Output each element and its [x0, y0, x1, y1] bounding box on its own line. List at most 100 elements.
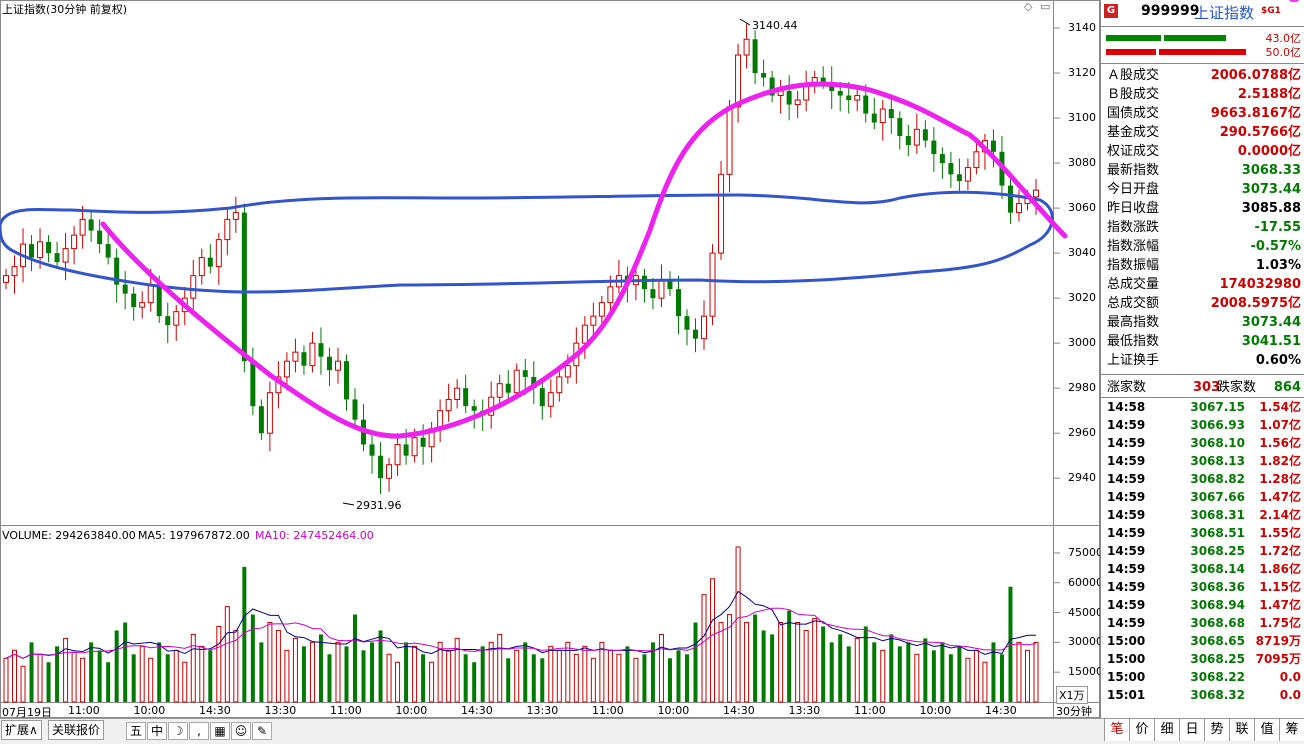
tick-row: 14:59 3068.31 2.14亿 [1101, 506, 1304, 524]
volume-bar [250, 614, 255, 702]
scroll-up-icon[interactable]: ▭ [1040, 0, 1051, 13]
tick-price: 3067.66 [1190, 490, 1245, 504]
volume-bar [361, 650, 366, 702]
volume-bar [1033, 641, 1039, 703]
tick-volume: 7095万 [1255, 652, 1301, 666]
candle-body [139, 302, 146, 308]
stat-row: Ａ股成交 2006.0788亿 [1101, 66, 1304, 85]
volume-bar [437, 641, 443, 703]
tab-expand[interactable]: 扩展∧ [1, 720, 42, 740]
stat-value: 9663.8167亿 [1210, 106, 1301, 121]
side-tab[interactable]: 筹 [1279, 719, 1304, 741]
volume-bar [404, 642, 409, 702]
buy-bar [1106, 35, 1226, 41]
candle-body [547, 392, 554, 407]
price-tick-label: 3000 [1068, 336, 1096, 350]
volume-bar [353, 614, 358, 702]
tick-time: 14:59 [1107, 544, 1146, 558]
volume-bar [787, 610, 792, 702]
stat-row: 总成交额 2008.5975亿 [1101, 294, 1304, 313]
volume-bar [616, 653, 622, 703]
tick-time: 14:59 [1107, 616, 1146, 630]
candle-body [1007, 185, 1013, 213]
volume-bar [106, 662, 111, 702]
candle-body [863, 95, 869, 114]
volume-bar [923, 638, 928, 702]
tick-row: 14:59 3068.68 1.75亿 [1101, 614, 1304, 632]
stat-value: 3073.44 [1241, 315, 1301, 330]
side-tab[interactable]: 日 [1179, 719, 1204, 741]
candle-body [522, 370, 528, 377]
side-tab[interactable]: 值 [1254, 719, 1279, 741]
volume-bar [718, 622, 724, 703]
side-tab[interactable]: 细 [1154, 719, 1179, 741]
volume-bar [148, 657, 154, 703]
tick-price: 3068.31 [1190, 508, 1245, 522]
stat-row: 指数涨幅 -0.57% [1101, 237, 1304, 256]
candle-body [386, 464, 393, 479]
volume-tick-label: 75000 [1068, 545, 1103, 559]
stat-label: 国债成交 [1107, 106, 1160, 121]
up-label: 涨家数 [1107, 380, 1147, 395]
price-chart[interactable] [0, 0, 1100, 718]
candle-body [939, 154, 945, 164]
tab-related-quotes[interactable]: 关联报价 [48, 720, 105, 740]
down-label: 跌家数 [1217, 380, 1257, 395]
tick-row: 15:00 3068.25 7095万 [1101, 650, 1304, 668]
candle-body [207, 257, 213, 267]
volume-bar [89, 642, 94, 702]
tick-time: 15:00 [1107, 670, 1146, 684]
candle-body [114, 257, 120, 285]
candle-body [667, 280, 673, 290]
tick-volume: 1.47亿 [1259, 490, 1301, 504]
volume-bar [854, 637, 860, 703]
volume-bar [488, 641, 494, 703]
candle-body [403, 444, 409, 456]
tick-price: 3068.68 [1190, 616, 1245, 630]
tool-zhong[interactable]: 中 [147, 722, 167, 740]
moon-icon[interactable]: ☽ [168, 722, 188, 740]
side-tab[interactable]: 笔 [1104, 719, 1129, 741]
volume-bar [838, 634, 843, 702]
tick-time: 14:59 [1107, 490, 1146, 504]
time-tick-label: 14:30 [461, 704, 493, 717]
stat-value: 3068.33 [1241, 163, 1301, 178]
diamond-icon[interactable]: ◇ [1024, 0, 1033, 13]
volume-bar [309, 641, 315, 703]
volume-bar [344, 646, 349, 702]
low-marker-line [342, 502, 355, 506]
side-tab[interactable]: 联 [1229, 719, 1254, 741]
volume-bar [370, 642, 375, 702]
side-tab[interactable]: 势 [1204, 719, 1229, 741]
wrench-icon[interactable]: ✎ [252, 722, 272, 740]
user-icon[interactable]: ☺ [231, 722, 251, 740]
candle-body [769, 77, 775, 96]
price-tick-label: 3060 [1068, 201, 1096, 215]
volume-bar [803, 629, 809, 703]
tick-price: 3068.65 [1190, 634, 1245, 648]
candle-body [761, 73, 767, 78]
tick-volume: 2.14亿 [1259, 508, 1301, 522]
volume-bar [123, 622, 128, 702]
down-count: 864 [1273, 380, 1301, 395]
stat-row: 上证换手 0.60% [1101, 351, 1304, 370]
candle-body [352, 399, 358, 420]
tick-row: 14:59 3068.14 1.86亿 [1101, 560, 1304, 578]
keyboard-icon[interactable]: ▦ [210, 722, 230, 740]
tick-volume: 1.47亿 [1259, 598, 1301, 612]
volume-bar [224, 606, 230, 703]
badge-g: G [1104, 4, 1118, 18]
volume-bar [190, 633, 196, 703]
tool-five[interactable]: 五 [126, 722, 146, 740]
candle-body [1033, 189, 1039, 198]
volume-bar [429, 661, 435, 703]
volume-bar [897, 646, 902, 702]
volume-bar [684, 654, 689, 702]
stat-row: 最高指数 3073.44 [1101, 313, 1304, 332]
stat-row: Ｂ股成交 2.5188亿 [1101, 85, 1304, 104]
volume-bar [259, 642, 264, 702]
comma-icon[interactable]: , [189, 722, 209, 740]
period-label[interactable]: 30分钟 [1056, 705, 1092, 718]
side-tab[interactable]: 价 [1129, 719, 1154, 741]
low-marker-label: 2931.96 [356, 499, 402, 512]
